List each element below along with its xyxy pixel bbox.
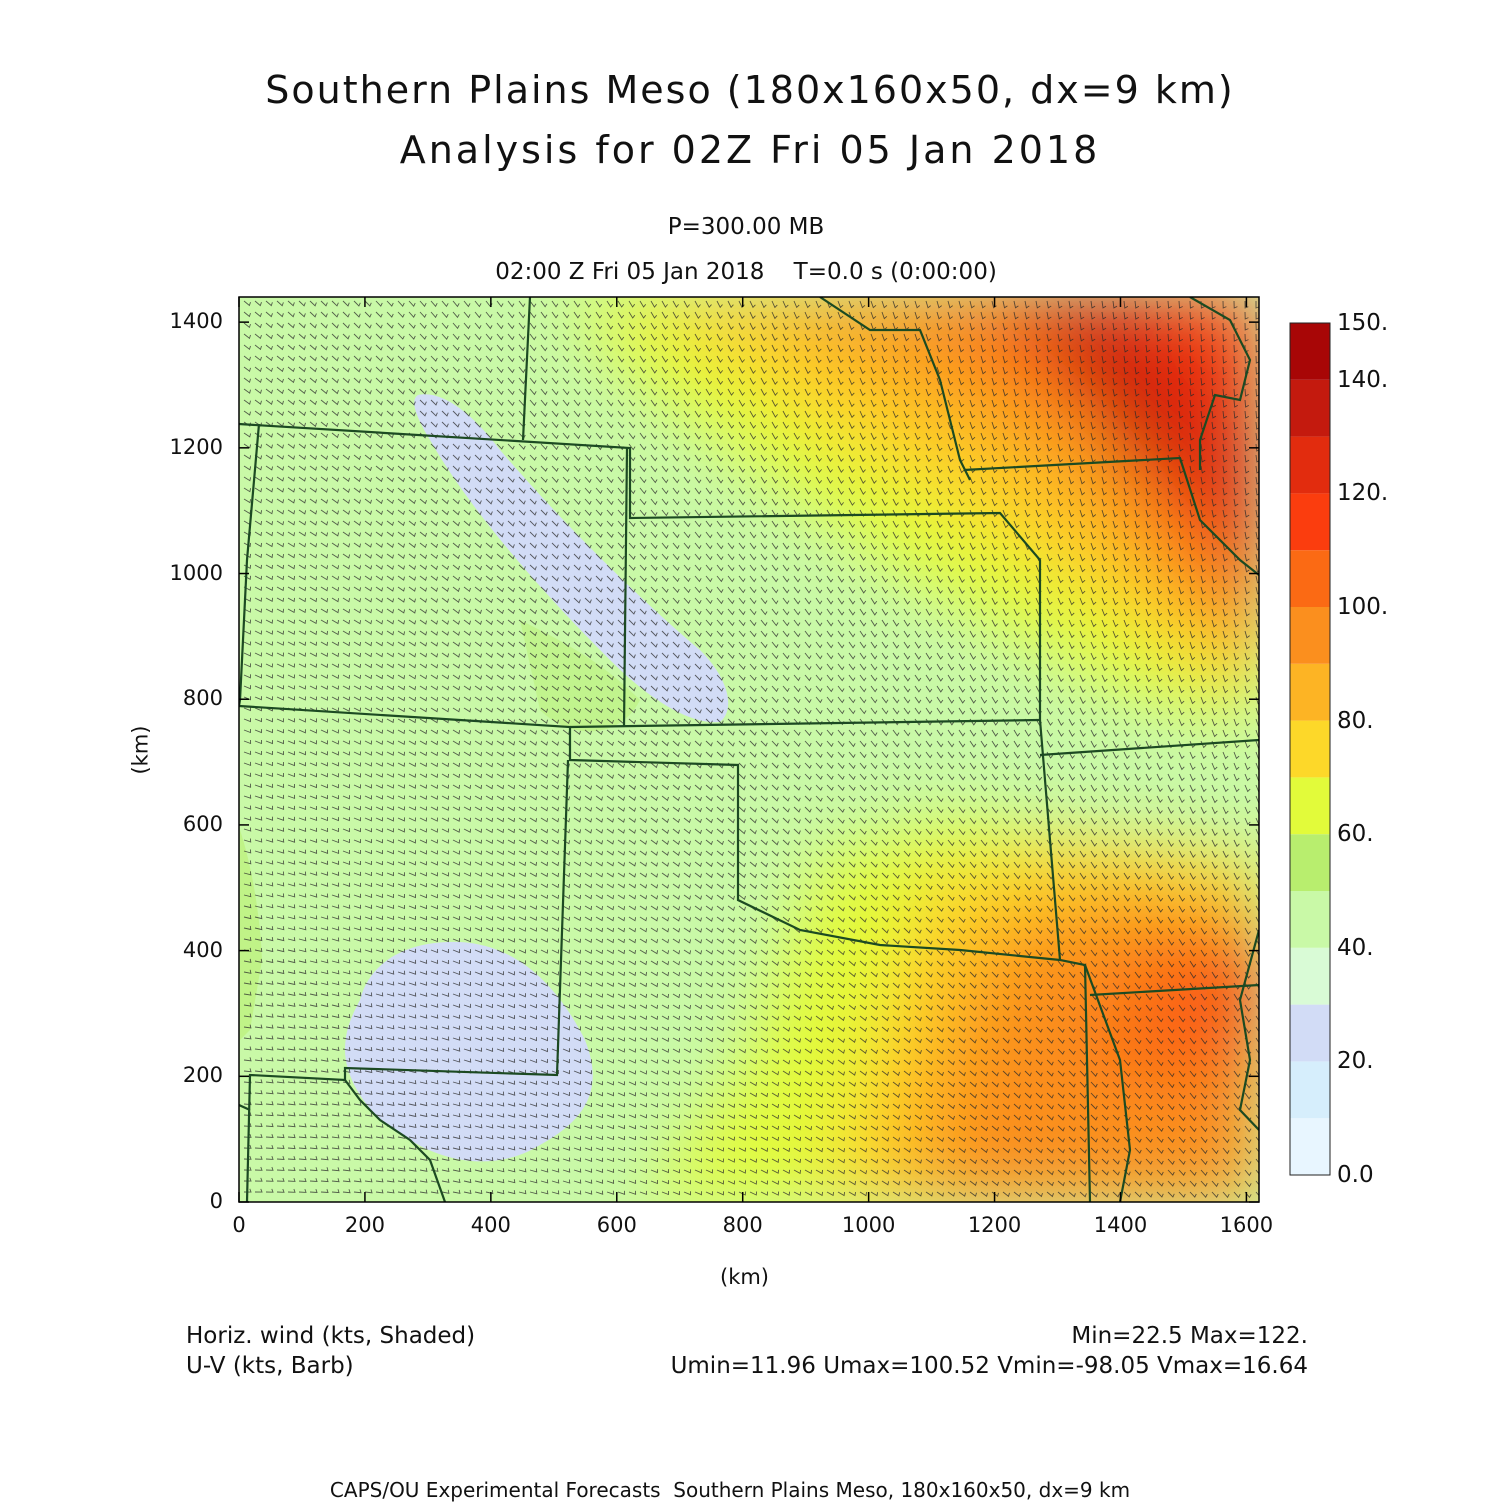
y-axis-title: (km) (128, 725, 153, 775)
shaded-field-legend: Horiz. wind (kts, Shaded) (186, 1323, 476, 1349)
colorbar-frame (1289, 322, 1331, 1176)
colorbar-swatch (1290, 891, 1330, 948)
y-tick-label: 200 (182, 1063, 223, 1088)
colorbar-swatch (1290, 323, 1330, 380)
colorbar-swatch (1290, 834, 1330, 891)
x-tick-label: 800 (722, 1213, 763, 1237)
colorbar (1289, 322, 1331, 1176)
colorbar-label: 140. (1337, 366, 1389, 393)
min-max-stats: Min=22.5 Max=122. (1071, 1323, 1308, 1349)
y-tick-label: 0 (209, 1189, 223, 1213)
colorbar-label: 0.0 (1337, 1162, 1374, 1188)
y-tick-label: 1000 (169, 560, 223, 585)
colorbar-swatch (1290, 1004, 1330, 1062)
colorbar-label: 20. (1337, 1048, 1374, 1075)
pressure-level: P=300.00 MB (667, 214, 825, 240)
x-tick-label: 200 (344, 1213, 385, 1237)
uv-stats: Umin=11.96 Umax=100.52 Vmin=-98.05 Vmax=… (670, 1353, 1308, 1379)
x-tick-label: 400 (470, 1213, 511, 1237)
colorbar-swatch (1290, 607, 1330, 664)
x-tick-label: 1400 (1093, 1213, 1148, 1237)
x-tick-label: 0 (232, 1213, 246, 1237)
colorbar-swatch (1290, 379, 1330, 437)
y-tick-label: 1400 (169, 309, 223, 334)
colorbar-swatch (1290, 436, 1330, 494)
y-tick-label: 800 (182, 686, 223, 711)
y-tick-label: 400 (182, 937, 223, 962)
x-tick-label: 600 (596, 1213, 637, 1237)
colorbar-label: 80. (1337, 707, 1374, 734)
colorbar-label: 40. (1337, 934, 1374, 961)
colorbar-swatch (1290, 493, 1330, 551)
colorbar-label: 120. (1337, 480, 1389, 507)
colorbar-swatch (1290, 947, 1330, 1005)
plot-frame (238, 296, 1260, 1203)
colorbar-label: 100. (1337, 594, 1389, 620)
axis-ticks (238, 297, 1259, 1203)
colorbar-label: 150. (1337, 310, 1389, 336)
y-tick-label: 1200 (169, 434, 223, 459)
valid-time: 02:00 Z Fri 05 Jan 2018 T=0.0 s (0:00:00… (495, 259, 997, 285)
x-tick-label: 1200 (967, 1213, 1022, 1237)
credit-line: CAPS/OU Experimental Forecasts Southern … (329, 1478, 1131, 1502)
y-tick-label: 600 (182, 811, 223, 836)
colorbar-swatch (1290, 550, 1330, 607)
colorbar-swatch (1290, 663, 1330, 721)
state-borders (239, 297, 1259, 1202)
x-tick-label: 1000 (841, 1213, 896, 1237)
colorbar-label: 60. (1337, 821, 1374, 848)
map-subtitle: Analysis for 02Z Fri 05 Jan 2018 (399, 128, 1101, 172)
x-tick-label: 1600 (1219, 1213, 1274, 1237)
colorbar-swatch (1290, 1118, 1330, 1175)
colorbar-swatch (1290, 1061, 1330, 1119)
x-axis-title: (km) (720, 1265, 770, 1289)
colorbar-swatch (1290, 777, 1330, 835)
barb-field-legend: U-V (kts, Barb) (186, 1353, 354, 1379)
map-title: Southern Plains Meso (180x160x50, dx=9 k… (265, 68, 1235, 112)
colorbar-swatch (1290, 720, 1330, 778)
